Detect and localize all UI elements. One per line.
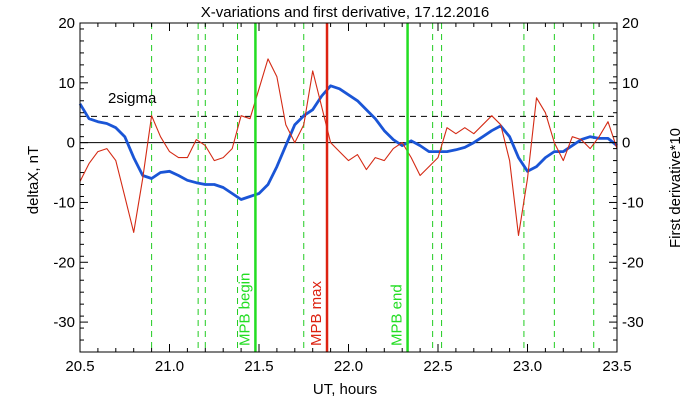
mpb-marker-label: MPB begin (236, 273, 253, 346)
y-tick-label-left: -30 (53, 314, 75, 331)
y-tick-label-left: 0 (67, 135, 75, 152)
y-tick-label-right: 20 (622, 15, 639, 32)
y-tick-label-left: 20 (58, 15, 75, 32)
y-tick-label-right: -30 (622, 314, 644, 331)
x-axis-label: UT, hours (313, 381, 377, 398)
sigma-label: 2sigma (108, 90, 157, 107)
y-tick-label-right: -20 (622, 254, 644, 271)
y-tick-label-right: 0 (622, 135, 630, 152)
x-tick-label: 21.0 (155, 358, 184, 375)
x-tick-label: 23.5 (602, 358, 631, 375)
y-tick-label-left: 10 (58, 75, 75, 92)
mpb-marker-label: MPB end (389, 284, 406, 346)
x-tick-label: 22.5 (423, 358, 452, 375)
x-tick-label: 23.0 (513, 358, 542, 375)
y-tick-label-left: -10 (53, 194, 75, 211)
y-tick-label-right: 10 (622, 75, 639, 92)
plot-frame (79, 22, 618, 353)
x-tick-label: 20.5 (65, 358, 94, 375)
series-line-derivative (79, 58, 618, 236)
y-tick-label-left: -20 (53, 254, 75, 271)
y-axis-label-left: deltaX, nT (25, 146, 42, 214)
y-tick-label-right: -10 (622, 194, 644, 211)
chart-title: X-variations and first derivative, 17.12… (201, 4, 490, 21)
x-tick-label: 21.5 (244, 358, 273, 375)
y-axis-label-right: First derivative*10 (667, 128, 684, 248)
x-tick-label: 22.0 (334, 358, 363, 375)
series-line-deltaX (78, 84, 618, 201)
mpb-marker-label: MPB max (308, 280, 325, 346)
